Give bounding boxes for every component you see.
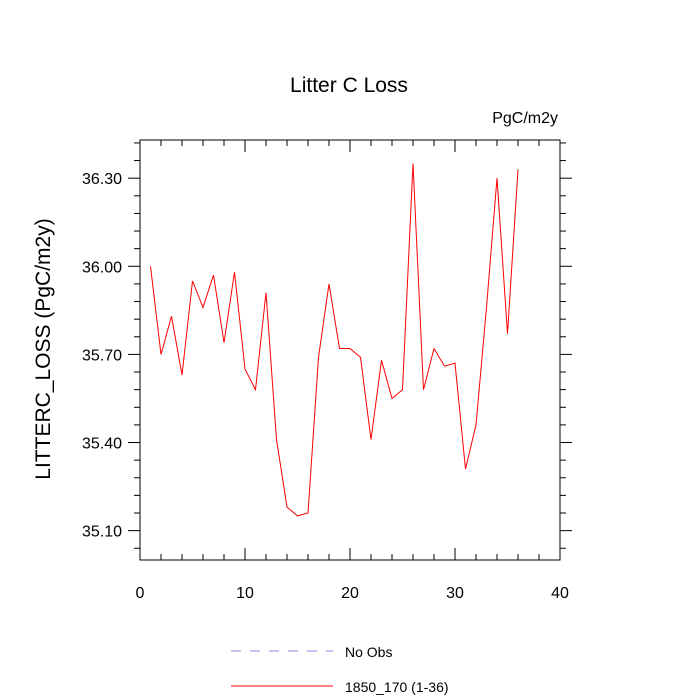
- tick-labels: 0 10 20 30 40 35.10 35.40 35.70 36.00 36.30: [82, 171, 569, 602]
- legend-label: 1850_170 (1-36): [345, 679, 449, 695]
- y-tick-label: 35.10: [82, 524, 122, 541]
- series-group: [150, 163, 519, 517]
- legend-label: No Obs: [345, 644, 392, 660]
- x-tick-label: 20: [341, 585, 359, 602]
- axis-ticks: [128, 140, 572, 560]
- y-tick-label: 35.40: [82, 436, 122, 453]
- y-tick-label: 36.00: [82, 259, 122, 276]
- y-axis-label: LITTERC_LOSS (PgC/m2y): [32, 218, 55, 479]
- x-tick-label: 40: [551, 585, 569, 602]
- chart-title: Litter C Loss: [290, 74, 408, 97]
- series-line: [150, 163, 519, 517]
- y-tick-label: 36.30: [82, 171, 122, 188]
- y-tick-label: 35.70: [82, 347, 122, 364]
- plot-frame: [139, 139, 561, 561]
- legend: No Obs 1850_170 (1-36): [231, 644, 449, 695]
- x-tick-label: 10: [236, 585, 254, 602]
- x-tick-label: 30: [446, 585, 464, 602]
- units-label: PgC/m2y: [492, 110, 558, 127]
- x-tick-label: 0: [136, 585, 145, 602]
